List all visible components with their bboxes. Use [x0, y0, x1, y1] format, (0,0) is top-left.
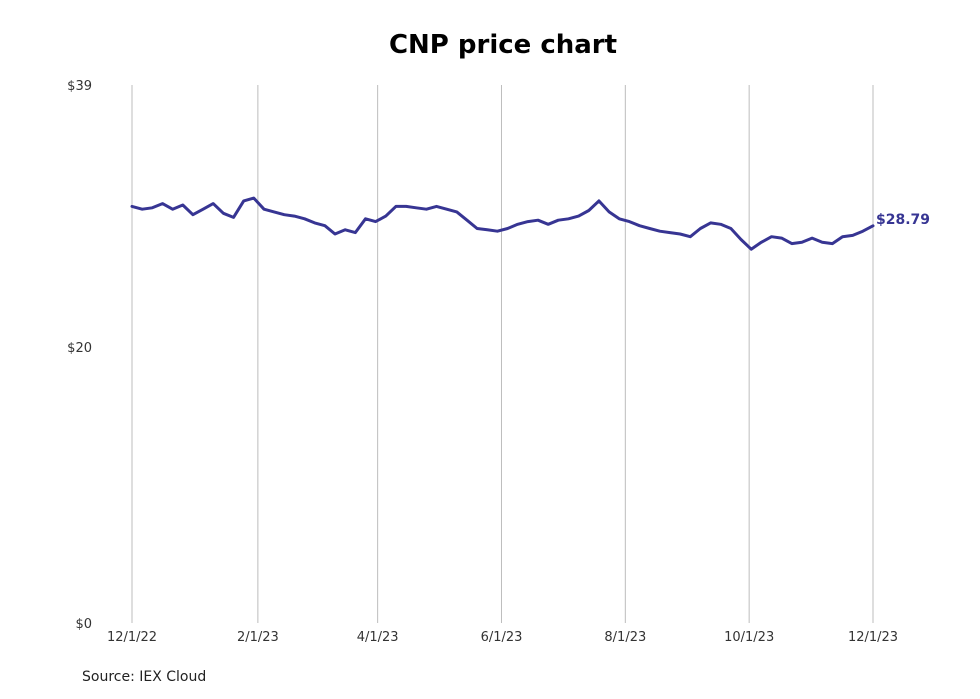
chart-title: CNP price chart — [388, 30, 618, 60]
last-value-annotation: $28.79 — [876, 212, 930, 228]
x-tick-label: 8/1/23 — [604, 630, 646, 645]
x-axis-tick-labels: 12/1/22 2/1/23 4/1/23 6/1/23 8/1/23 10/1/23 12… — [107, 630, 898, 645]
source-note: Source: IEX Cloud — [82, 669, 207, 685]
x-tick-label: 10/1/23 — [724, 630, 774, 645]
vertical-gridlines — [131, 85, 874, 623]
last-value-label: $28.79 — [876, 212, 930, 228]
price-series — [130, 196, 875, 251]
x-tick-label: 4/1/23 — [357, 630, 399, 645]
x-tick-label: 2/1/23 — [237, 630, 279, 645]
y-tick-label: $20 — [67, 341, 92, 356]
price-line — [130, 196, 875, 251]
x-tick-label: 12/1/22 — [107, 630, 157, 645]
y-axis-tick-labels: $0 $20 $39 — [67, 79, 92, 632]
y-tick-label: $0 — [75, 617, 92, 632]
x-tick-label: 12/1/23 — [848, 630, 898, 645]
x-tick-label: 6/1/23 — [481, 630, 523, 645]
y-tick-label: $39 — [67, 79, 92, 94]
